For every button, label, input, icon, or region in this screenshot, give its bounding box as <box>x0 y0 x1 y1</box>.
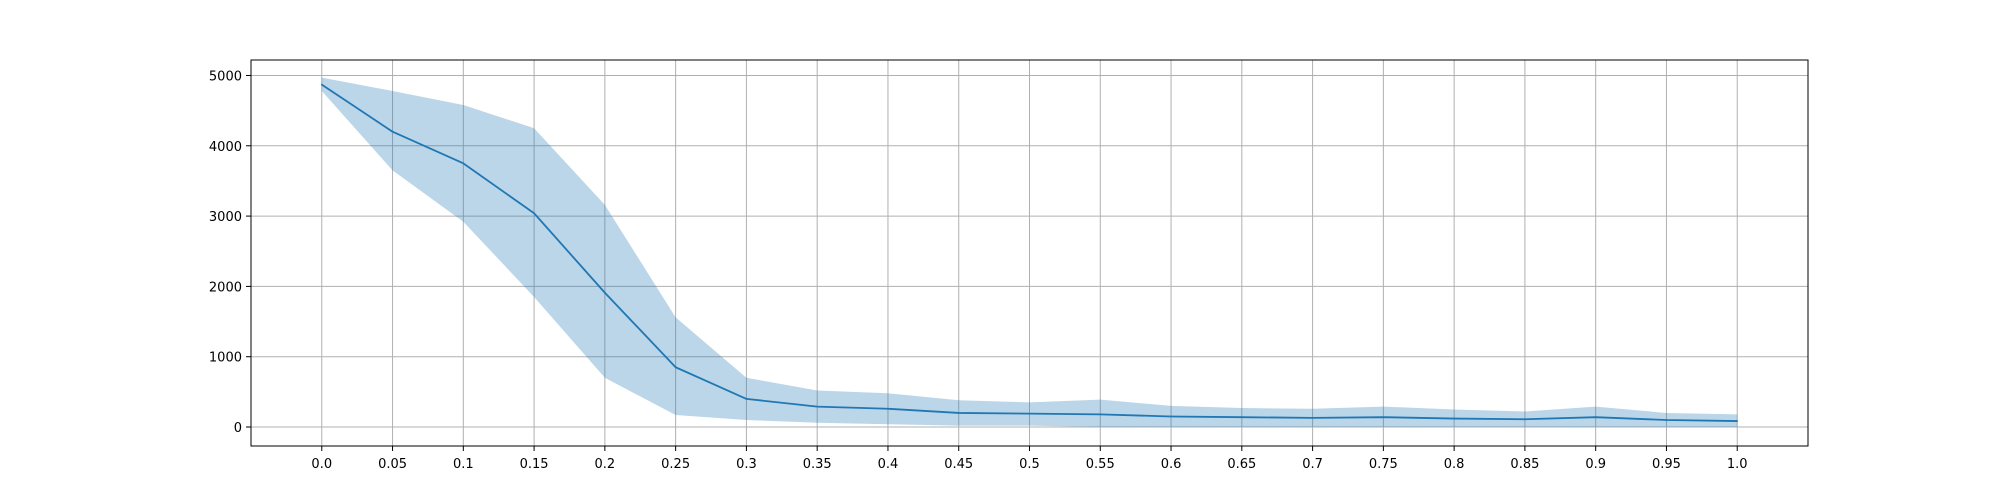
series-line <box>320 83 1739 422</box>
x-tick-label: 0.45 <box>944 457 973 472</box>
x-tick-label: 0.2 <box>595 457 616 472</box>
x-tick-label: 0.75 <box>1369 457 1398 472</box>
y-tick-label: 3000 <box>209 210 242 225</box>
x-tick-label: 0.95 <box>1652 457 1681 472</box>
data-point <box>1382 416 1385 418</box>
x-tick-label: 0.3 <box>736 457 757 472</box>
data-point <box>1170 415 1172 418</box>
x-tick-label: 0.55 <box>1086 457 1115 472</box>
y-tick-label: 2000 <box>209 280 242 295</box>
data-point <box>391 130 394 133</box>
data-point <box>462 162 465 165</box>
x-tick-label: 0.25 <box>661 457 690 472</box>
band-area <box>321 77 1738 428</box>
data-point <box>1028 412 1031 415</box>
y-axis: 0 1000 2000 3000 4000 5000 <box>209 69 251 436</box>
x-tick-label: 0.6 <box>1161 457 1182 472</box>
data-point <box>1241 416 1243 418</box>
x-tick-label: 0.4 <box>878 457 899 472</box>
confidence-band <box>321 77 1738 428</box>
x-tick-label: 0.7 <box>1302 457 1323 472</box>
grid <box>251 60 1808 446</box>
x-tick-label: 0.5 <box>1019 457 1040 472</box>
x-tick-label: 0.15 <box>520 457 549 472</box>
data-point <box>1453 417 1455 420</box>
data-point <box>1665 419 1668 421</box>
x-tick-label: 1.0 <box>1727 457 1748 472</box>
data-point <box>957 412 960 414</box>
data-point <box>1736 420 1739 422</box>
x-tick-label: 0.85 <box>1510 457 1539 472</box>
data-point <box>533 212 535 215</box>
x-tick-label: 0.1 <box>453 457 474 472</box>
data-point <box>887 407 889 410</box>
x-tick-label: 0.35 <box>803 457 832 472</box>
x-tick-label: 0.65 <box>1227 457 1256 472</box>
x-tick-label: 0.8 <box>1444 457 1465 472</box>
data-point <box>1099 413 1102 416</box>
data-point <box>816 405 818 408</box>
x-tick-label: 0.9 <box>1585 457 1606 472</box>
data-point <box>1311 417 1314 419</box>
data-point <box>745 398 748 400</box>
y-tick-label: 4000 <box>209 140 242 155</box>
data-point <box>1524 418 1526 421</box>
y-tick-label: 0 <box>234 421 242 436</box>
x-tick-label: 0.05 <box>378 457 407 472</box>
data-point <box>1594 416 1597 418</box>
x-axis: 0.0 0.05 0.1 0.15 0.2 0.25 0.3 0.35 0.4 0.45 0.5 0.… <box>311 446 1748 472</box>
y-tick-label: 1000 <box>209 351 242 366</box>
data-point <box>674 366 677 369</box>
data-point <box>320 83 323 86</box>
y-tick-label: 5000 <box>209 69 242 84</box>
data-point <box>604 291 606 294</box>
x-tick-label: 0.0 <box>311 457 332 472</box>
